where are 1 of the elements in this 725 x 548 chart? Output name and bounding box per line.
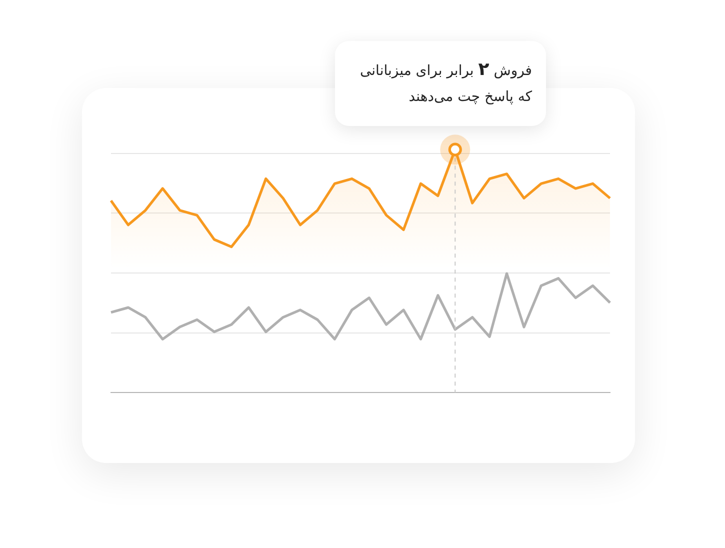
text: فروش ۲ برابر برای میزبانانی که پاسخ چت می‌دهند — [358, 58, 532, 107]
